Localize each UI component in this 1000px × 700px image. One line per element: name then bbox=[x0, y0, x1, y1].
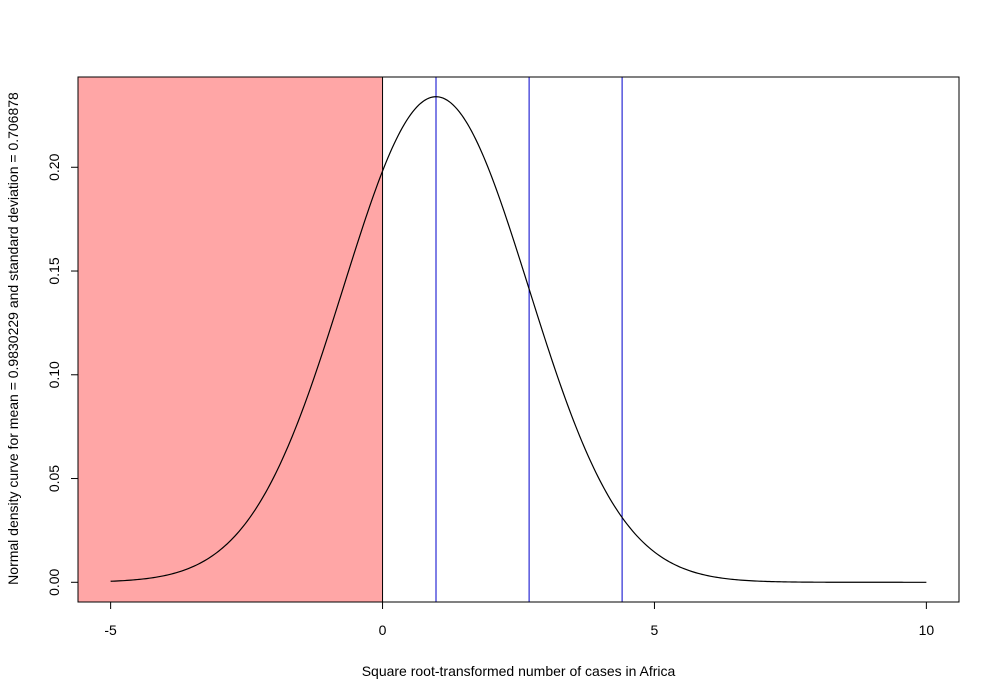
y-tick-label: 0.00 bbox=[46, 568, 62, 595]
x-axis-label: Square root-transformed number of cases … bbox=[362, 663, 676, 679]
y-tick-label: 0.20 bbox=[46, 153, 62, 180]
vertical-lines bbox=[435, 77, 623, 602]
y-tick-label: 0.15 bbox=[46, 257, 62, 284]
y-axis-label: Normal density curve for mean = 0.983022… bbox=[5, 92, 21, 585]
x-tick-label: 10 bbox=[919, 622, 935, 638]
x-tick-label: 0 bbox=[379, 622, 387, 638]
y-tick-label: 0.10 bbox=[46, 361, 62, 388]
y-tick-label: 0.05 bbox=[46, 465, 62, 492]
shaded-region bbox=[78, 77, 383, 602]
x-tick-label: 5 bbox=[651, 622, 659, 638]
x-tick-label: -5 bbox=[104, 622, 117, 638]
y-axis: 0.00 0.05 0.10 0.15 0.20 bbox=[46, 153, 78, 596]
x-axis: -5 0 5 10 bbox=[104, 601, 935, 638]
density-curve bbox=[110, 96, 927, 583]
